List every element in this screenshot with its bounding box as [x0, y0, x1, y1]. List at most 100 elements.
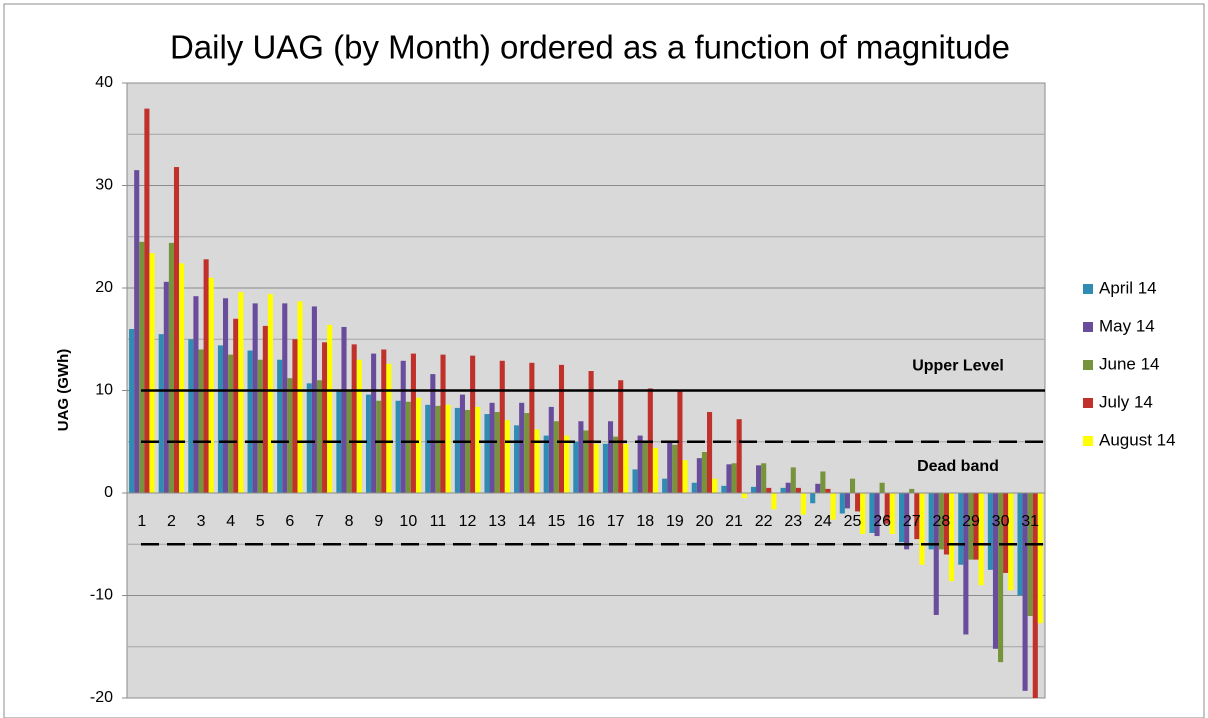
bar	[223, 298, 229, 493]
bar	[247, 350, 253, 493]
bar	[381, 349, 387, 493]
bar	[844, 493, 850, 509]
legend-label: April 14	[1099, 278, 1157, 297]
bar	[933, 493, 939, 615]
bar	[311, 306, 317, 493]
chart-title: Daily UAG (by Month) ordered as a functi…	[170, 29, 1010, 66]
bar	[405, 401, 411, 493]
y-tick-label: 40	[95, 74, 113, 91]
legend-label: July 14	[1099, 392, 1153, 411]
legend-label: May 14	[1099, 316, 1155, 335]
bar	[992, 493, 999, 649]
bar	[987, 493, 993, 570]
bar	[553, 421, 559, 493]
bar	[904, 493, 910, 550]
bar	[292, 339, 298, 493]
bar	[489, 402, 495, 493]
x-tick-label: 8	[345, 513, 354, 530]
bar	[257, 359, 263, 493]
bar	[677, 390, 683, 493]
x-tick-label: 18	[636, 513, 654, 530]
bar	[529, 362, 535, 493]
bar	[830, 493, 836, 520]
x-tick-label: 26	[873, 513, 891, 530]
bar	[889, 493, 895, 534]
x-tick-label: 3	[197, 513, 206, 530]
x-tick-label: 13	[488, 513, 506, 530]
bar	[519, 402, 525, 493]
bar	[741, 493, 747, 499]
bar	[233, 318, 239, 493]
y-axis-title: UAG (GWh)	[55, 349, 72, 431]
legend-label: June 14	[1099, 354, 1160, 373]
bar	[839, 493, 845, 514]
bar	[583, 430, 589, 493]
bar	[1017, 493, 1023, 596]
bar	[1032, 493, 1038, 698]
bar	[899, 493, 905, 543]
bar	[909, 488, 915, 493]
bar	[129, 329, 135, 493]
bar	[470, 355, 476, 493]
bar	[297, 301, 303, 493]
bar	[430, 374, 436, 493]
bar	[262, 325, 268, 493]
bar	[736, 419, 742, 493]
bar	[825, 488, 831, 493]
bar	[968, 493, 974, 560]
bar	[484, 414, 490, 493]
bar	[499, 360, 505, 493]
bar	[1008, 493, 1014, 591]
bar	[188, 339, 194, 493]
bar	[179, 263, 185, 493]
bar	[494, 412, 500, 493]
bar	[706, 412, 713, 493]
bar	[134, 170, 140, 493]
bar	[158, 334, 164, 493]
bar	[849, 478, 856, 493]
x-tick-label: 28	[932, 513, 950, 530]
bar	[618, 380, 624, 493]
bar	[327, 324, 333, 493]
reference-label: Dead band	[917, 458, 999, 475]
bar	[613, 436, 619, 493]
bar	[435, 405, 441, 493]
bar	[701, 452, 707, 493]
bar	[874, 493, 880, 537]
x-tick-label: 27	[903, 513, 921, 530]
bar	[682, 460, 688, 493]
bar	[761, 463, 767, 493]
bar	[652, 447, 658, 493]
bars	[129, 108, 1043, 698]
bar	[928, 493, 934, 550]
bar	[395, 400, 401, 493]
bar	[475, 406, 481, 493]
bar	[766, 487, 772, 493]
bar	[163, 281, 169, 493]
bar	[198, 349, 204, 493]
bar	[914, 493, 920, 540]
bar	[884, 493, 890, 524]
bar	[815, 483, 821, 493]
bar	[642, 441, 648, 493]
bar	[726, 464, 732, 493]
bar	[869, 493, 875, 533]
bar	[548, 406, 554, 493]
y-tick-label: 10	[95, 382, 113, 399]
bar	[860, 493, 866, 534]
bar	[978, 493, 984, 586]
bar	[440, 354, 446, 493]
bar	[208, 277, 214, 493]
bar	[958, 493, 964, 565]
x-tick-label: 9	[374, 513, 383, 530]
bar	[780, 487, 786, 493]
bar	[564, 435, 570, 493]
bar	[573, 441, 579, 493]
bar	[750, 486, 757, 493]
bar	[662, 478, 668, 493]
x-tick-label: 5	[256, 513, 265, 530]
bar	[938, 493, 944, 550]
bar	[316, 380, 323, 493]
x-tick-label: 15	[547, 513, 565, 530]
y-tick-label: -20	[90, 689, 113, 706]
